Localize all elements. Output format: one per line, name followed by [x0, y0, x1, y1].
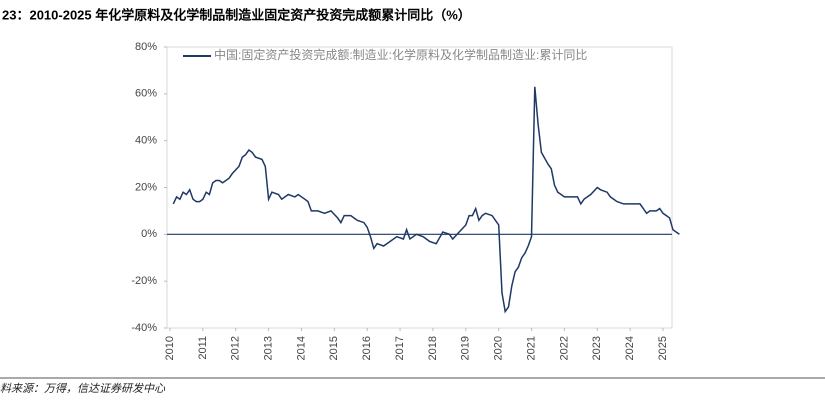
y-tick-label: 40% [135, 135, 157, 147]
chart-title: 23：2010-2025 年化学原料及化学制品制造业固定资产投资完成额累计同比（… [2, 7, 471, 22]
series-line [172, 86, 680, 314]
x-tick-label: 2018 [427, 336, 439, 360]
x-tick-label: 2019 [460, 336, 472, 360]
x-tick-label: 2023 [591, 336, 603, 360]
y-tick-label: 80% [135, 41, 157, 53]
x-tick-label: 2017 [394, 336, 406, 360]
x-tick-label: 2011 [197, 336, 209, 360]
y-tick-label: 60% [135, 88, 157, 100]
x-tick-label: 2013 [263, 336, 275, 360]
plot-frame [166, 46, 673, 329]
x-tick-label: 2015 [328, 336, 340, 360]
x-tick-label: 2025 [657, 336, 669, 360]
y-tick-label: -40% [131, 322, 157, 334]
x-tick-label: 2016 [361, 336, 373, 360]
x-tick-label: 2012 [230, 336, 242, 360]
x-tick-label: 2021 [525, 336, 537, 360]
x-tick-label: 2024 [624, 336, 636, 360]
x-tick-label: 2020 [493, 336, 505, 360]
source: 料来源：万得，信达证券研发中心 [0, 382, 166, 395]
x-tick-label: 2022 [558, 336, 570, 360]
x-tick-label: 2010 [164, 336, 176, 360]
y-tick-label: 0% [141, 228, 157, 240]
y-tick-label: -20% [131, 275, 157, 287]
y-tick-label: 20% [135, 181, 157, 193]
legend-label: 中国:固定资产投资完成额:制造业:化学原料及化学制品制造业:累计同比 [214, 47, 587, 62]
x-tick-label: 2014 [295, 336, 307, 360]
